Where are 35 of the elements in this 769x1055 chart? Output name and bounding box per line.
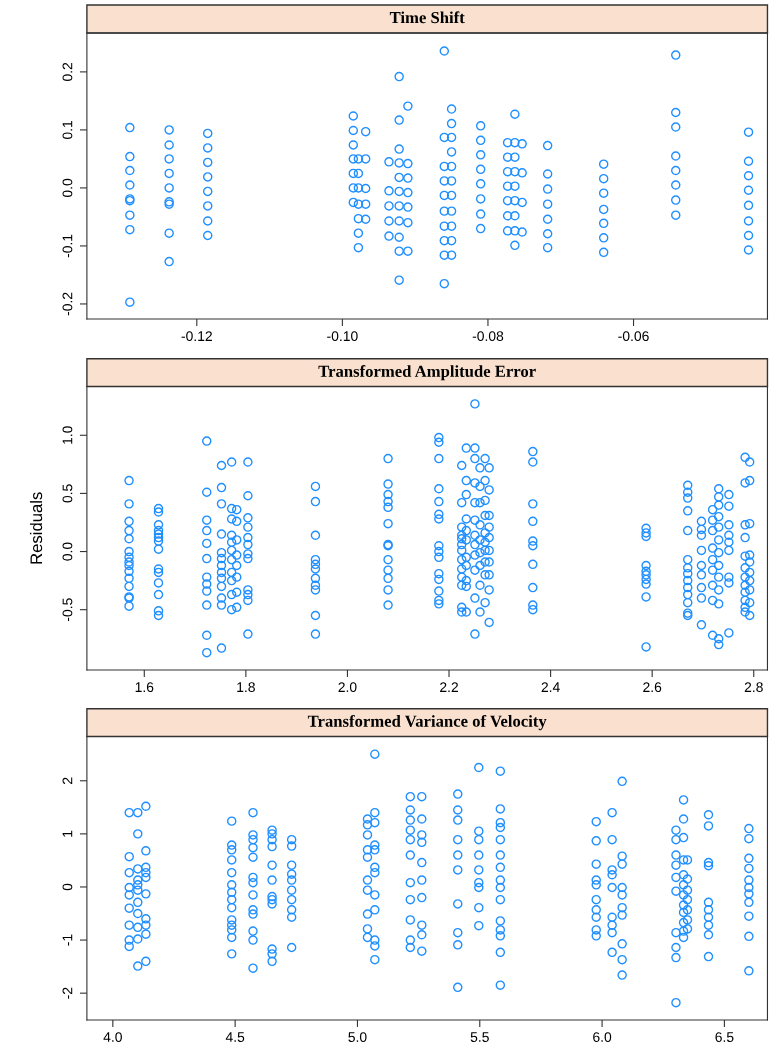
y-tick-label: -0.5 — [62, 598, 73, 622]
y-tick-label: -0.1 — [62, 234, 73, 258]
y-tick-label: -2 — [62, 987, 73, 999]
y-tick-label: 0.5 — [62, 484, 73, 503]
x-tick-label: 4.0 — [103, 1032, 122, 1042]
x-tick-label: 6.0 — [593, 1032, 612, 1042]
x-tick-label: 5.0 — [348, 1032, 367, 1042]
x-tick-label: 2.4 — [541, 682, 560, 692]
x-tick-label: 6.5 — [715, 1032, 734, 1042]
y-tick-label: 0.0 — [62, 178, 73, 198]
y-tick-label: 2 — [62, 777, 73, 784]
y-tick-label: 1 — [62, 830, 73, 837]
y-axis-title: Residuals — [29, 492, 43, 564]
y-tick-label: 0.2 — [62, 62, 73, 81]
x-tick-label: 2.2 — [440, 682, 458, 692]
chart-title: Time Shift — [389, 11, 465, 24]
y-tick-label: -0.2 — [62, 292, 73, 316]
y-tick-label: 1.0 — [62, 426, 73, 444]
y-tick-label: 0.1 — [62, 120, 73, 140]
x-tick-label: 1.8 — [237, 682, 255, 693]
x-tick-label: 2.8 — [744, 682, 763, 693]
y-tick-label: 0 — [62, 883, 73, 891]
x-tick-label: -0.08 — [472, 331, 504, 342]
x-tick-label: 5.5 — [470, 1032, 489, 1042]
x-tick-label: 2.0 — [338, 682, 357, 693]
y-tick-label: 0.0 — [62, 542, 73, 561]
chart-title: Transformed Amplitude Error — [318, 365, 536, 381]
x-tick-label: -0.10 — [327, 331, 358, 342]
chart-title: Transformed Variance of Velocity — [307, 714, 547, 731]
x-tick-label: -0.06 — [618, 331, 649, 342]
y-tick-label: -1 — [62, 934, 73, 946]
x-tick-label: 1.6 — [135, 682, 154, 693]
x-tick-label: 4.5 — [225, 1032, 245, 1042]
x-tick-label: 2.6 — [643, 682, 662, 693]
x-tick-label: -0.12 — [181, 331, 212, 342]
